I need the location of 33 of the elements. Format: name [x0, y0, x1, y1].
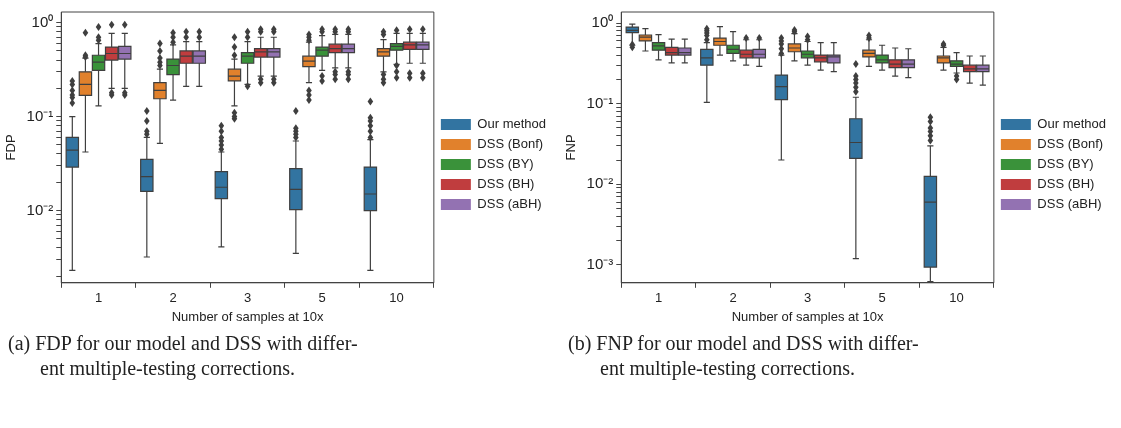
legend-label: DSS (BY) [477, 156, 534, 172]
y-tick-label: 10⁰ [591, 13, 614, 31]
legend-label: DSS (Bonf) [477, 136, 544, 152]
x-tick-label: 2 [729, 290, 737, 306]
y-tick-label: 10⁻³ [586, 255, 614, 273]
legend-label: DSS (aBH) [477, 196, 542, 212]
y-tick-label: 10⁰ [31, 12, 54, 30]
legend-label: Our method [1037, 116, 1107, 132]
x-tick-label: 2 [169, 290, 177, 306]
y-tick-label: 10⁻² [26, 200, 54, 218]
legend-label: DSS (BY) [1037, 156, 1094, 172]
x-tick-label: 5 [318, 290, 326, 306]
y-axis-title: FNP [563, 134, 579, 161]
x-axis-title: Number of samples at 10x [731, 308, 884, 324]
y-tick-label: 10⁻¹ [26, 106, 54, 124]
legend-label: DSS (BH) [477, 176, 535, 192]
legend-label: DSS (Bonf) [1037, 136, 1104, 152]
y-axis-title: FDP [3, 134, 19, 161]
y-tick-label: 10⁻² [586, 174, 614, 192]
x-tick-label: 3 [243, 290, 252, 306]
text: (b) FNP for our model and DSS with differ- ent multiple-testing corrections. [567, 331, 920, 381]
x-tick-label: 3 [803, 290, 812, 306]
x-tick-label: 1 [654, 290, 663, 306]
legend-label: DSS (BH) [1037, 176, 1095, 192]
x-tick-label: 1 [94, 290, 103, 306]
legend-label: DSS (aBH) [1037, 196, 1102, 212]
text: (a) FDP for our model and DSS with differ- ent multiple-testing corrections. [7, 331, 359, 381]
x-tick-label: 10 [949, 290, 964, 306]
x-axis-title: Number of samples at 10x [171, 308, 324, 324]
y-tick-label: 10⁻¹ [586, 93, 614, 111]
x-tick-label: 10 [389, 290, 404, 306]
x-tick-label: 5 [878, 290, 886, 306]
legend-label: Our method [477, 116, 547, 132]
